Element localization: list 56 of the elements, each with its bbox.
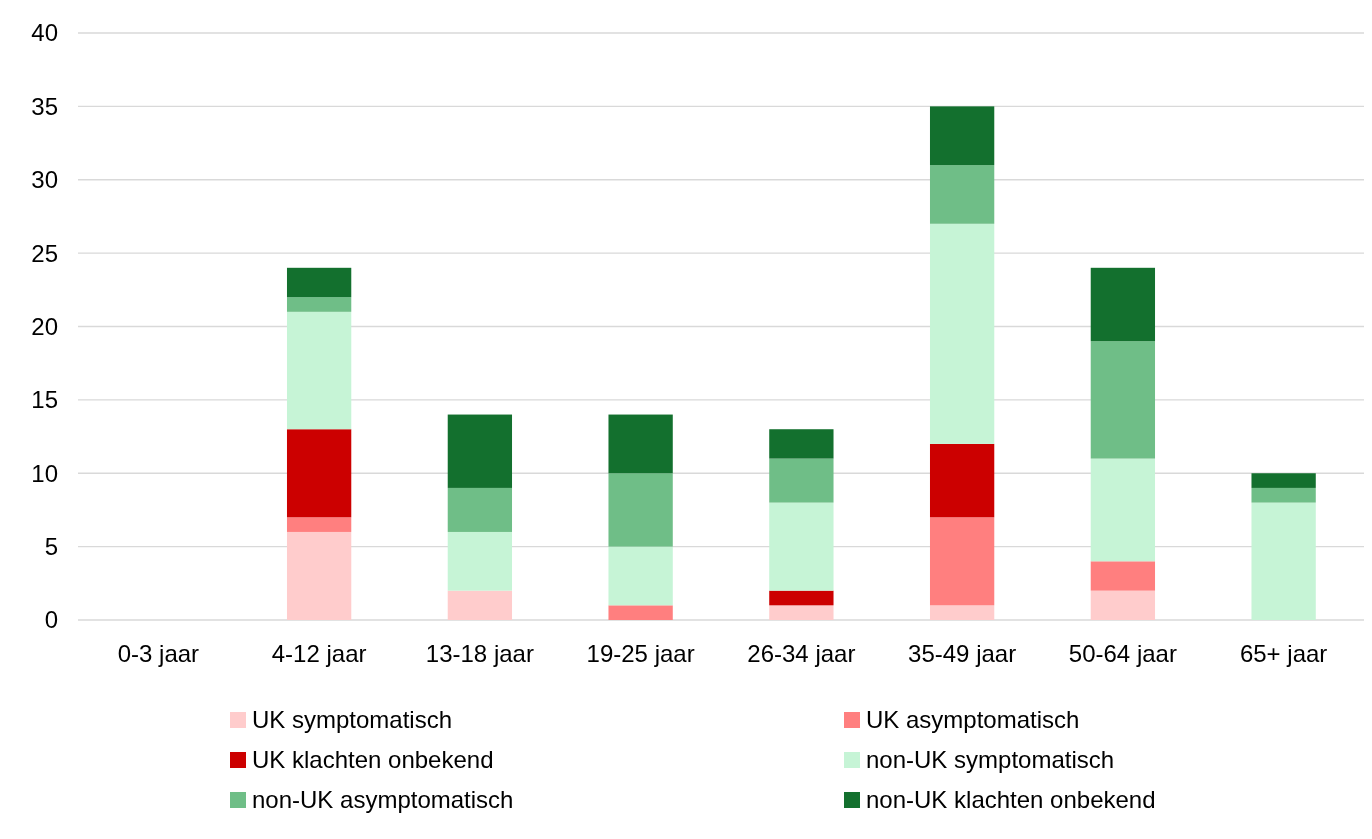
bar [929, 605, 995, 620]
bar [608, 546, 673, 606]
bar [1090, 458, 1156, 562]
legend-label: UK klachten onbekend [252, 746, 494, 774]
bar [1251, 487, 1316, 503]
y-tick-label: 15 [31, 386, 58, 414]
bar [1251, 473, 1316, 488]
legend-label: non-UK asymptomatisch [252, 786, 514, 814]
y-tick-label: 5 [44, 533, 58, 561]
bar [1251, 502, 1316, 620]
x-tick-label: 13-18 jaar [425, 640, 534, 667]
y-tick-label: 30 [31, 166, 58, 194]
bar [286, 297, 352, 312]
legend-label: UK symptomatisch [252, 706, 453, 734]
y-tick-label: 10 [31, 459, 58, 487]
x-tick-label: 0-3 jaar [117, 640, 200, 667]
y-tick-label: 25 [31, 239, 58, 267]
legend-label: non-UK klachten onbekend [866, 786, 1156, 814]
bar [447, 531, 513, 591]
legend-label: UK asymptomatisch [866, 706, 1080, 734]
bar [1090, 561, 1156, 591]
legend-label: non-UK symptomatisch [866, 746, 1115, 774]
bar [608, 473, 673, 547]
bar [286, 429, 352, 518]
y-tick-label: 40 [31, 19, 58, 47]
bar [929, 106, 995, 166]
bar [1090, 341, 1156, 459]
bar [769, 458, 834, 503]
bar [769, 605, 834, 620]
bar [447, 487, 513, 532]
bar [286, 311, 352, 430]
bar [929, 517, 995, 606]
x-tick-label: 50-64 jaar [1068, 640, 1177, 667]
x-tick-label: 65+ jaar [1239, 640, 1328, 667]
x-tick-label: 26-34 jaar [747, 640, 856, 667]
y-tick-label: 0 [44, 606, 58, 634]
bar [286, 531, 352, 620]
bar [286, 517, 352, 532]
bar [608, 414, 673, 474]
bar [1090, 267, 1156, 342]
bar [929, 443, 995, 518]
bar [286, 267, 352, 298]
bar [929, 165, 995, 224]
bar [769, 429, 834, 459]
y-tick-label: 20 [31, 312, 58, 340]
bar [1090, 590, 1156, 620]
bar [929, 223, 995, 444]
bar [447, 590, 513, 620]
x-tick-label: 19-25 jaar [586, 640, 695, 667]
bar [769, 502, 834, 591]
bar [769, 590, 834, 606]
x-tick-label: 35-49 jaar [908, 640, 1017, 667]
y-tick-label: 35 [31, 92, 58, 120]
bar [447, 414, 513, 488]
x-tick-label: 4-12 jaar [271, 640, 367, 667]
bar [608, 605, 673, 620]
